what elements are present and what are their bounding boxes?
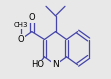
Text: O: O: [29, 13, 35, 22]
Text: N: N: [52, 60, 59, 69]
Text: O: O: [17, 35, 24, 44]
Text: HO: HO: [32, 60, 45, 69]
Text: CH3: CH3: [14, 22, 28, 28]
